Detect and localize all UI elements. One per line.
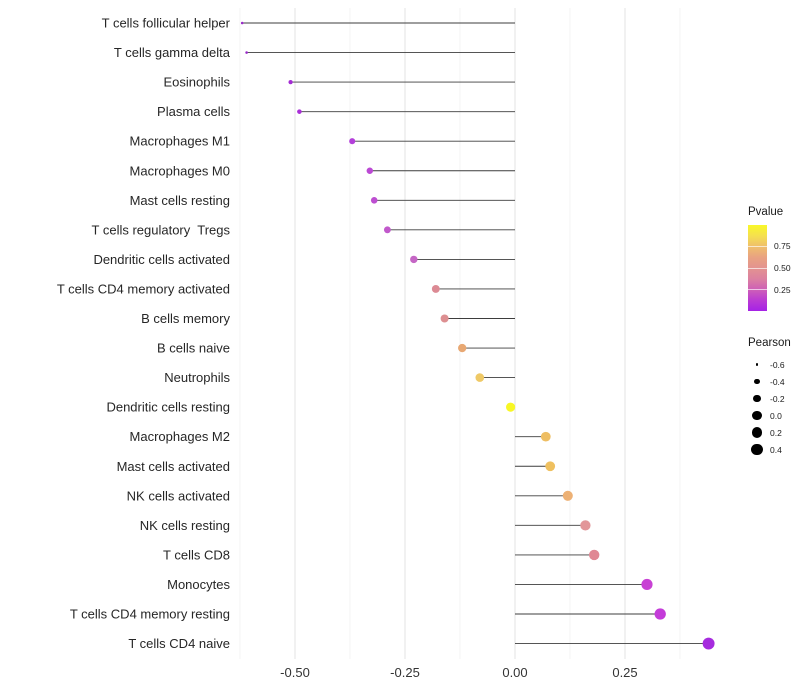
y-axis-label: Neutrophils	[164, 370, 230, 385]
lollipop-dot	[288, 79, 293, 85]
pearson-legend-label: 0.4	[770, 444, 782, 455]
lollipop-dot	[297, 109, 302, 114]
y-axis-label: Macrophages M0	[130, 163, 230, 178]
lollipop-dot	[349, 138, 356, 145]
colorbar-tick-mark	[748, 267, 767, 269]
lollipop-dot	[641, 578, 653, 591]
colorbar-tick-label: 0.25	[774, 284, 791, 295]
pearson-legend-item: 0.0	[748, 407, 791, 424]
colorbar-tick-label: 0.50	[774, 263, 791, 273]
pearson-legend-item: -0.6	[748, 356, 791, 373]
pearson-legend-dot	[754, 378, 760, 385]
lollipop-dot	[545, 461, 556, 472]
y-axis-label: Macrophages M2	[130, 429, 230, 444]
pearson-legend-label: 0.2	[770, 427, 782, 438]
lollipop-dot	[245, 51, 248, 54]
y-axis-label: Dendritic cells activated	[93, 252, 230, 267]
pvalue-legend-title: Pvalue	[748, 206, 784, 218]
y-axis-label: NK cells activated	[127, 488, 230, 503]
y-axis-label: NK cells resting	[140, 518, 230, 533]
y-axis-label: B cells memory	[141, 311, 230, 326]
pearson-legend-label: -0.2	[770, 393, 785, 404]
y-axis-label: Eosinophils	[164, 75, 231, 90]
y-axis-label: Macrophages M1	[130, 134, 230, 149]
lollipop-dot	[240, 21, 244, 25]
lollipop-dot	[383, 226, 391, 234]
pearson-legend-item: 0.4	[748, 441, 791, 458]
x-axis-tick-label: -0.25	[390, 665, 420, 680]
y-axis-label: T cells regulatory Tregs	[92, 222, 231, 237]
x-axis-tick-label: 0.00	[502, 665, 527, 680]
pearson-legend-dot	[751, 443, 763, 456]
pearson-legend-dot	[751, 427, 763, 438]
lollipop-dot	[410, 255, 418, 264]
y-axis-label: T cells follicular helper	[102, 16, 231, 31]
pvalue-color-legend: Pvalue 0.75 0.50 0.25	[748, 206, 791, 311]
pearson-legend-dot	[752, 410, 762, 421]
pearson-legend-label: -0.4	[770, 376, 785, 387]
lollipop-dot	[440, 314, 449, 323]
y-axis-label: Monocytes	[167, 577, 230, 592]
y-axis-label: Dendritic cells resting	[106, 400, 230, 415]
colorbar-tick-mark	[748, 289, 767, 291]
pvalue-colorbar-wrap: 0.75 0.50 0.25	[748, 225, 791, 311]
lollipop-dot	[654, 608, 666, 620]
lollipop-dot	[458, 343, 467, 353]
colorbar-tick-mark	[748, 245, 767, 247]
lollipop-dot	[506, 402, 516, 412]
y-axis-label: Mast cells activated	[117, 459, 230, 474]
colorbar-tick-label: 0.75	[774, 241, 791, 252]
x-axis-tick-label: -0.50	[280, 665, 310, 680]
y-axis-label: T cells CD4 naive	[128, 636, 230, 651]
pearson-legend-dot-cell	[748, 378, 766, 385]
pearson-legend-dot	[753, 394, 761, 403]
y-axis-label: T cells CD8	[163, 547, 230, 562]
lollipop-dot	[702, 637, 715, 650]
pearson-legend-item: -0.2	[748, 390, 791, 407]
pearson-legend-dot	[755, 363, 759, 366]
pearson-legend-dot-cell	[748, 394, 766, 403]
pearson-legend-title: Pearson	[748, 337, 791, 349]
lollipop-dot	[431, 285, 440, 293]
lollipop-dot	[475, 373, 485, 382]
y-axis-label: Plasma cells	[157, 104, 230, 119]
lollipop-dot	[366, 167, 374, 174]
lollipop-dot	[540, 431, 551, 442]
y-axis-label: B cells naive	[157, 341, 230, 356]
pearson-legend-item: -0.4	[748, 373, 791, 390]
pearson-legend-dot-cell	[748, 363, 766, 366]
pearson-legend-label: 0.0	[770, 410, 782, 421]
pearson-legend-dot-cell	[748, 410, 766, 421]
y-axis-label: T cells gamma delta	[114, 45, 231, 60]
lollipop-dot	[588, 549, 600, 561]
y-axis-label: Mast cells resting	[130, 193, 230, 208]
lollipop-dot	[580, 520, 591, 531]
pearson-size-legend: Pearson -0.6 -0.4 -0.2 0.0 0.2 0.4	[748, 337, 791, 458]
pearson-legend-dot-cell	[748, 443, 766, 456]
pearson-legend-item: 0.2	[748, 424, 791, 441]
pearson-legend-dot-cell	[748, 427, 766, 438]
x-axis-tick-label: 0.25	[612, 665, 637, 680]
y-axis-label: T cells CD4 memory resting	[70, 607, 230, 622]
lollipop-dot	[562, 490, 573, 501]
y-axis-label: T cells CD4 memory activated	[57, 281, 230, 296]
lollipop-dot	[370, 197, 378, 204]
pearson-legend-label: -0.6	[770, 359, 785, 370]
